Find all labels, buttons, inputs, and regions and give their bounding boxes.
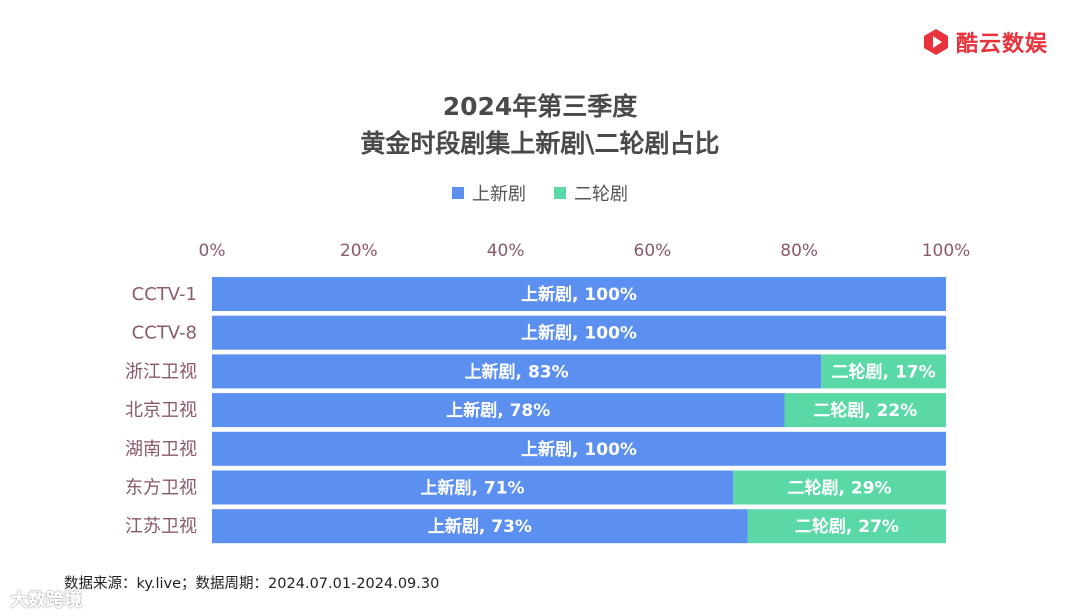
legend-item-rerun[interactable]: 二轮剧 [554, 180, 628, 206]
bar-segment-new [212, 315, 946, 350]
x-tick-label: 0% [199, 241, 226, 261]
chart-title-line2: 黄金时段剧集上新剧\二轮剧占比 [360, 129, 720, 158]
data-label: 上新剧, 78% [446, 400, 550, 421]
data-label: 二轮剧, 22% [813, 400, 917, 421]
bar-segment-rerun [821, 354, 946, 389]
legend-label-rerun: 二轮剧 [574, 184, 628, 205]
data-label: 二轮剧, 27% [795, 516, 899, 537]
y-category-label: 湖南卫视 [125, 439, 197, 460]
y-category-label: 东方卫视 [125, 478, 197, 499]
data-label: 上新剧, 83% [465, 361, 569, 382]
bar-segment-new [212, 393, 785, 428]
data-label: 上新剧, 71% [421, 478, 525, 499]
bar-segment-new [212, 509, 748, 544]
data-label: 上新剧, 100% [521, 439, 637, 460]
legend-swatch-new [452, 187, 464, 199]
bar-segment-new [212, 470, 734, 505]
y-category-label: 北京卫视 [125, 400, 197, 421]
y-category-label: CCTV-8 [132, 323, 197, 344]
bar-segment-new [212, 277, 946, 311]
brand-name: 酷云数娱 [955, 32, 1048, 57]
y-category-label: 浙江卫视 [125, 361, 197, 382]
bar-segment-new [212, 431, 946, 466]
y-category-label: CCTV-1 [132, 284, 197, 305]
brand-logo: 酷云数娱 [922, 26, 1048, 58]
chart-title-line1: 2024年第三季度 [442, 92, 638, 121]
x-tick-label: 40% [487, 241, 525, 261]
brand-logo-icon [923, 29, 948, 55]
watermark: 大数跨境 [10, 590, 82, 611]
x-tick-label: 80% [780, 241, 818, 261]
x-tick-label: 100% [922, 241, 971, 261]
legend-item-new[interactable]: 上新剧 [452, 180, 526, 206]
x-tick-label: 60% [634, 241, 672, 261]
data-label: 二轮剧, 17% [832, 361, 936, 382]
chart-legend: 上新剧 二轮剧 [0, 180, 1080, 206]
data-label: 二轮剧, 29% [788, 478, 892, 499]
bar-segment-rerun [747, 509, 946, 544]
bar-segment-rerun [733, 470, 946, 505]
bar-segment-new [212, 354, 822, 389]
data-label: 上新剧, 73% [428, 516, 532, 537]
chart-title: 2024年第三季度 黄金时段剧集上新剧\二轮剧占比 [0, 88, 1080, 162]
data-source-note: 数据来源：ky.live；数据周期：2024.07.01-2024.09.30 [64, 576, 440, 592]
data-label: 上新剧, 100% [521, 323, 637, 344]
bar-segment-rerun [784, 393, 946, 428]
legend-swatch-rerun [554, 187, 566, 199]
data-label: 上新剧, 100% [521, 284, 637, 305]
y-category-label: 江苏卫视 [125, 516, 197, 537]
legend-label-new: 上新剧 [472, 184, 526, 205]
x-tick-label: 20% [340, 241, 378, 261]
